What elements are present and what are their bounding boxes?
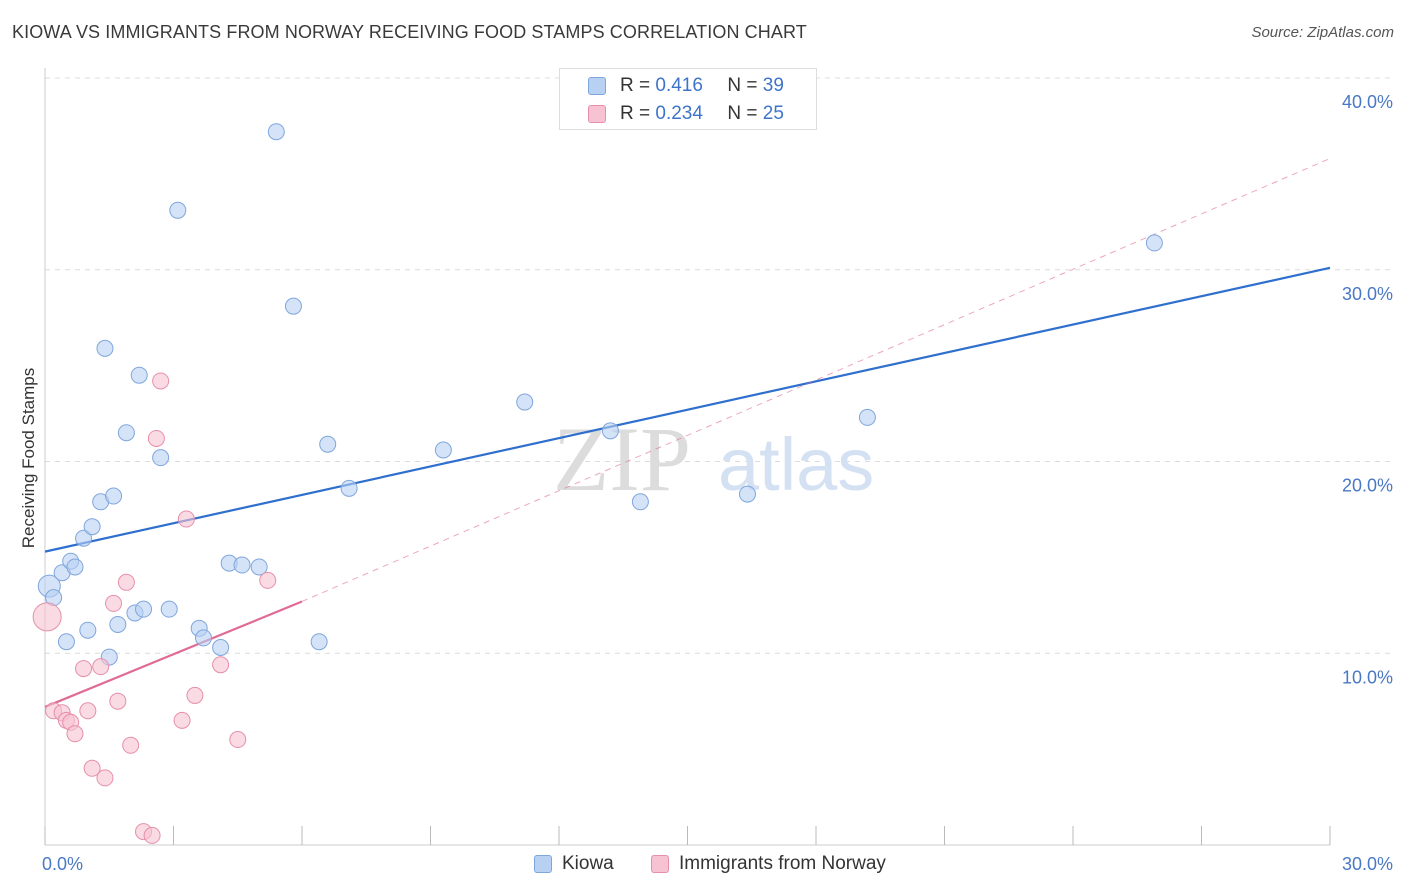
legend-row-norway: R = 0.234 N = 25 <box>620 101 784 127</box>
data-point-kiowa <box>310 633 328 651</box>
legend-bottom-label-norway: Immigrants from Norway <box>679 853 886 874</box>
x-tick-label-min: 0.0% <box>42 854 83 874</box>
data-point-norway <box>152 372 170 390</box>
data-point-kiowa <box>130 366 148 384</box>
y-tick-label: 10.0% <box>1342 667 1393 687</box>
data-point-norway <box>229 731 247 749</box>
legend-r-value: 0.234 <box>655 103 703 124</box>
legend-item-norway: Immigrants from Norway <box>651 851 886 877</box>
data-point-norway <box>212 656 230 674</box>
data-point-kiowa <box>105 487 123 505</box>
legend-r-label: R = <box>620 103 651 124</box>
data-point-kiowa <box>434 441 452 459</box>
y-axis-label: Receiving Food Stamps <box>19 368 38 548</box>
trend-line-kiowa <box>44 266 1331 553</box>
legend-item-kiowa: Kiowa <box>534 851 614 877</box>
data-point-norway <box>173 711 191 729</box>
tick-labels: 10.0% 20.0% 30.0% 40.0% 0.0% 30.0% <box>42 92 1393 874</box>
x-tick-label-max: 30.0% <box>1342 854 1393 874</box>
data-point-kiowa <box>66 558 84 576</box>
chart-source: Source: ZipAtlas.com <box>1251 24 1394 41</box>
data-points <box>32 123 1163 844</box>
data-point-kiowa <box>1145 234 1163 252</box>
data-point-norway <box>109 692 127 710</box>
data-point-kiowa <box>160 600 178 618</box>
data-point-norway <box>75 660 93 678</box>
data-point-norway <box>122 736 140 754</box>
trend-line-extension-norway <box>301 158 1331 602</box>
y-tick-label: 40.0% <box>1342 92 1393 112</box>
legend-n-value: 25 <box>762 103 784 124</box>
data-point-kiowa <box>57 633 75 651</box>
legend-r-value: 0.416 <box>655 75 703 96</box>
legend-n-label: N = <box>727 75 758 96</box>
y-tick-label: 20.0% <box>1342 476 1393 496</box>
data-point-kiowa <box>250 558 268 576</box>
data-point-kiowa <box>135 600 153 618</box>
data-point-kiowa <box>75 529 93 547</box>
data-point-kiowa <box>858 408 876 426</box>
data-point-kiowa <box>109 615 127 633</box>
y-tick-label: 30.0% <box>1342 284 1393 304</box>
data-point-kiowa <box>319 435 337 453</box>
data-point-kiowa <box>83 518 101 536</box>
data-point-norway <box>79 702 97 720</box>
chart-title: KIOWA VS IMMIGRANTS FROM NORWAY RECEIVIN… <box>12 22 807 42</box>
data-point-kiowa <box>212 638 230 656</box>
data-point-kiowa <box>284 297 302 315</box>
data-point-kiowa <box>117 424 135 442</box>
legend-swatch-norway <box>588 105 606 123</box>
data-point-norway <box>83 759 101 777</box>
trend-line-norway <box>44 600 303 708</box>
data-point-norway <box>96 769 114 787</box>
legend-bottom-swatch-kiowa <box>534 855 552 873</box>
watermark: ZIP atlas <box>553 408 874 510</box>
data-point-kiowa <box>340 479 358 497</box>
legend-bottom-swatch-norway <box>651 855 669 873</box>
data-point-norway <box>32 602 62 632</box>
data-point-norway <box>177 510 195 528</box>
data-point-norway <box>259 571 277 589</box>
legend-r-label: R = <box>620 75 651 96</box>
legend-bottom-label-kiowa: Kiowa <box>562 853 614 874</box>
data-point-kiowa <box>601 422 619 440</box>
data-point-kiowa <box>169 201 187 219</box>
trend-lines <box>44 158 1331 708</box>
data-point-kiowa <box>516 393 534 411</box>
data-point-norway <box>117 573 135 591</box>
data-point-kiowa <box>631 493 649 511</box>
data-point-kiowa <box>194 629 212 647</box>
axes <box>44 68 1331 846</box>
data-point-norway <box>66 725 84 743</box>
data-point-kiowa <box>96 339 114 357</box>
legend-n-value: 39 <box>762 75 784 96</box>
legend-swatch-kiowa <box>588 77 606 95</box>
data-point-kiowa <box>152 449 170 467</box>
data-point-norway <box>147 429 165 447</box>
data-point-kiowa <box>79 621 97 639</box>
data-point-norway <box>186 686 204 704</box>
legend-n-label: N = <box>727 103 758 124</box>
data-point-norway <box>143 826 161 844</box>
data-point-norway <box>92 658 110 676</box>
legend-row-kiowa: R = 0.416 N = 39 <box>620 73 784 99</box>
data-point-norway <box>105 594 123 612</box>
data-point-kiowa <box>233 556 251 574</box>
data-point-kiowa <box>267 123 285 141</box>
correlation-legend: R = 0.416 N = 39 R = 0.234 N = 25 <box>559 68 817 130</box>
data-point-kiowa <box>738 485 756 503</box>
